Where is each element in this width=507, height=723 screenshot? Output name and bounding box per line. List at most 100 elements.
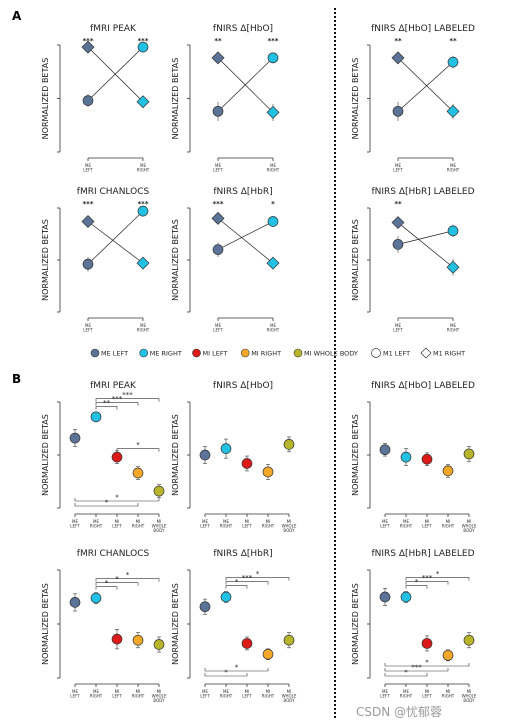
x-tick-label-line: ME xyxy=(93,519,99,524)
legend-shape-label-0: M1 LEFT xyxy=(383,349,410,357)
point-circle-4 xyxy=(153,485,165,497)
bracket-top-0-line xyxy=(405,585,428,589)
x-tick-label-line: MI xyxy=(287,689,292,694)
legend-label-2: MI LEFT xyxy=(203,349,228,357)
x-tick-label-0: ME LEFT xyxy=(380,689,390,699)
x-tick-label-1: ME RIGHT xyxy=(400,689,413,699)
x-tick-label-line: LEFT xyxy=(70,524,80,529)
point-circle-3 xyxy=(132,467,144,479)
x-tick-label-line: RIGHT xyxy=(90,694,103,699)
chart-title: fMRI PEAK xyxy=(90,24,137,34)
bracket-top-2-label: * xyxy=(126,571,130,579)
bracket-top-2-label: * xyxy=(256,570,260,578)
x-tick-label-2: MI LEFT xyxy=(242,689,252,699)
x-tick-label-3: MI RIGHT xyxy=(132,689,145,699)
bracket-bottom-0-line xyxy=(384,673,428,677)
x-tick-label-line: MI xyxy=(467,689,472,694)
x-tick-label-line: MI xyxy=(115,519,120,524)
x-tick-label-line: MI xyxy=(467,519,472,524)
x-tick-label-line: BODY xyxy=(153,698,165,703)
point-circle-0 xyxy=(379,591,391,603)
x-tick-label-line: LEFT xyxy=(200,694,210,699)
bracket-top-2-label: *** xyxy=(122,391,133,399)
bracket-bottom-1-line xyxy=(204,668,269,672)
x-tick-label-1: ME RIGHT xyxy=(220,689,233,699)
y-axis-label: NORMALIZED BETAS xyxy=(41,583,50,665)
x-tick-label-line: MI xyxy=(245,519,250,524)
point-circle-4 xyxy=(153,639,165,650)
x-tick-label-4: MI WHOLE BODY xyxy=(462,689,477,703)
y-axis-label: NORMALIZED BETAS xyxy=(351,414,360,496)
legend-label-4: MI WHOLE BODY xyxy=(304,349,358,357)
point-circle-0 xyxy=(69,597,81,608)
connector-1 xyxy=(217,57,274,113)
x-tick-label-line: ME xyxy=(215,323,221,328)
x-tick-label-line: RIGHT xyxy=(262,694,275,699)
x-tick-label-line: ME xyxy=(202,519,208,524)
x-tick-label-line: ME xyxy=(72,689,78,694)
x-tick-label-0: ME LEFT xyxy=(70,689,80,699)
x-tick-label-1: ME RIGHT xyxy=(137,163,150,173)
x-tick-label-2: MI LEFT xyxy=(242,519,252,529)
point-circle-1 xyxy=(90,411,102,423)
x-tick-label-line: LEFT xyxy=(422,524,432,529)
sig-label-0: ** xyxy=(214,37,222,45)
connector-0 xyxy=(397,230,454,245)
bracket-bottom-2-label: * xyxy=(425,659,429,667)
bracket-top-1-label: *** xyxy=(242,574,253,582)
connector-0 xyxy=(397,61,454,112)
chart-title: fNIRS Δ[HbO] LABELED xyxy=(371,381,475,391)
point-diamond-0 xyxy=(211,211,225,225)
bracket-top-3-line xyxy=(116,448,160,452)
point-circle-1 xyxy=(267,52,279,64)
x-tick-label-line: BODY xyxy=(153,528,165,533)
legend-label-1: ME RIGHT xyxy=(150,349,182,357)
x-tick-label-line: RIGHT xyxy=(132,694,145,699)
x-tick-label-2: MI LEFT xyxy=(112,519,122,529)
connector-0 xyxy=(87,210,144,265)
sig-label-1: *** xyxy=(138,37,149,45)
x-tick-label-line: RIGHT xyxy=(90,524,103,529)
y-axis-label: NORMALIZED BETAS xyxy=(41,58,50,140)
chart-title: fNIRS Δ[HbO] xyxy=(213,381,273,391)
legend-label-3: MI RIGHT xyxy=(251,349,281,357)
sig-label-0: *** xyxy=(83,200,94,208)
bracket-bottom-0-line xyxy=(74,503,139,507)
y-axis-label: NORMALIZED BETAS xyxy=(351,219,360,301)
connector-0 xyxy=(217,57,274,112)
sig-label-1: *** xyxy=(268,37,279,45)
x-tick-label-line: ME xyxy=(395,163,401,168)
bracket-top-2-line xyxy=(225,577,290,581)
point-circle-2 xyxy=(241,458,253,469)
x-tick-label-1: ME RIGHT xyxy=(220,519,233,529)
x-tick-label-line: MI xyxy=(425,689,430,694)
point-circle-0 xyxy=(212,105,224,117)
x-tick-label-line: BODY xyxy=(463,698,475,703)
x-tick-label-line: LEFT xyxy=(112,694,122,699)
point-circle-2 xyxy=(111,451,123,463)
point-circle-2 xyxy=(241,638,253,649)
x-tick-label-line: MI xyxy=(287,519,292,524)
point-circle-4 xyxy=(463,448,475,460)
legend-marker-2 xyxy=(192,348,201,358)
x-tick-label-line: WHOLE xyxy=(152,524,167,529)
x-tick-label-line: ME xyxy=(85,163,91,168)
chart-title: fMRI PEAK xyxy=(90,381,137,391)
x-tick-label-1: ME RIGHT xyxy=(447,163,460,173)
bracket-bottom-0-line xyxy=(204,673,248,677)
watermark: CSDN @忧郁蓉 xyxy=(356,704,442,719)
chart-title: fNIRS Δ[HbR] LABELED xyxy=(371,549,474,559)
x-tick-label-line: ME xyxy=(223,689,229,694)
x-tick-label-1: ME RIGHT xyxy=(400,519,413,529)
chart-title: fNIRS Δ[HbO] LABELED xyxy=(371,24,475,34)
point-circle-1 xyxy=(90,592,102,604)
bracket-top-0-label: ** xyxy=(103,399,111,407)
bracket-top-0-line xyxy=(95,406,118,410)
sig-label-0: ** xyxy=(394,37,402,45)
point-circle-3 xyxy=(132,634,144,646)
x-tick-label-line: ME xyxy=(215,163,221,168)
x-tick-label-line: LEFT xyxy=(83,328,93,333)
